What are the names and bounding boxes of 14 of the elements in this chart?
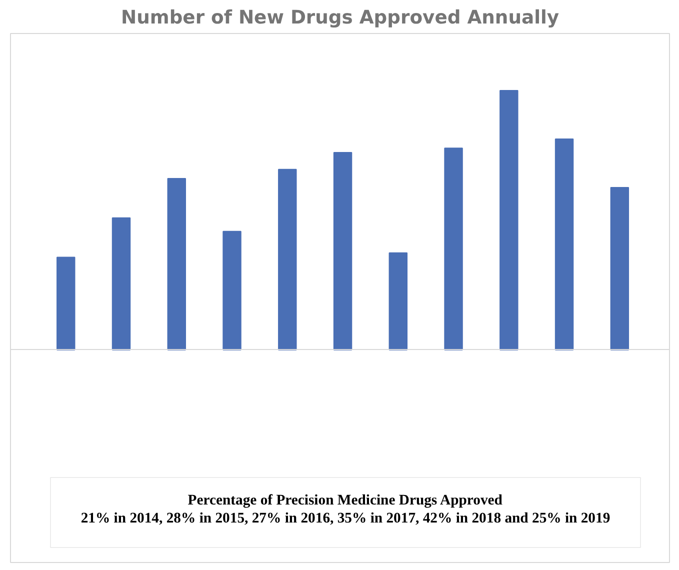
bar xyxy=(554,138,574,350)
bar xyxy=(610,187,630,350)
bar xyxy=(112,217,131,350)
bar xyxy=(278,168,297,350)
bar xyxy=(167,178,186,350)
chart-title: Number of New Drugs Approved Annually xyxy=(120,8,560,28)
text: 21% in 2014, 28% in 2015, 27% in 2016, 35% in 2017, 42% in 2018 and 25% in 2019 xyxy=(80,510,610,526)
text: Percentage of Precision Medicine Drugs Approved xyxy=(188,492,502,508)
bar xyxy=(444,148,463,350)
bar xyxy=(333,152,352,350)
bar xyxy=(222,230,242,350)
bar xyxy=(388,252,408,350)
bar xyxy=(56,256,76,350)
bar xyxy=(500,90,518,350)
